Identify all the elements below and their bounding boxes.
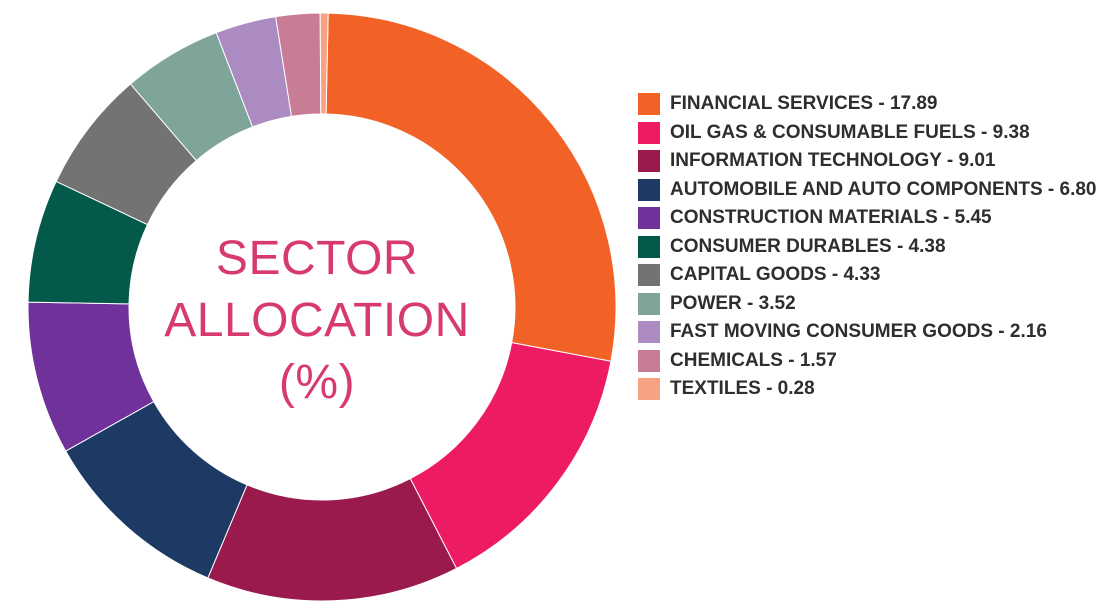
chart-title: SECTOR ALLOCATION (%) [132, 228, 502, 414]
chart-title-line-3: (%) [278, 356, 356, 409]
legend-label: OIL GAS & CONSUMABLE FUELS - 9.38 [670, 121, 1030, 143]
legend-swatch [638, 178, 660, 201]
donut-slices [27, 12, 617, 602]
donut-slice-1 [325, 12, 617, 362]
legend-swatch [638, 93, 660, 115]
legend-swatch [638, 235, 660, 258]
legend-label: INFORMATION TECHNOLOGY - 9.01 [670, 150, 996, 171]
legend-label: CHEMICALS - 1.57 [670, 349, 837, 371]
legend-swatch [638, 321, 660, 343]
legend-item: FINANCIAL SERVICES - 17.89 [638, 90, 1114, 119]
donut-chart [27, 12, 617, 602]
legend-item: TEXTILES - 0.28 [638, 375, 1114, 404]
legend-label: CONSTRUCTION MATERIALS - 5.45 [670, 207, 992, 228]
legend-swatch [638, 378, 660, 400]
legend-swatch [638, 292, 660, 315]
legend-label: AUTOMOBILE AND AUTO COMPONENTS - 6.80 [670, 178, 1097, 200]
legend-item: AUTOMOBILE AND AUTO COMPONENTS - 6.80 [638, 176, 1114, 205]
chart-title-line-2: ALLOCATION [164, 294, 470, 347]
legend-swatch [638, 150, 660, 172]
legend-label: CAPITAL GOODS - 4.33 [670, 264, 881, 285]
legend-item: CHEMICALS - 1.57 [638, 347, 1114, 376]
legend-label: CONSUMER DURABLES - 4.38 [670, 235, 946, 257]
chart-legend: FINANCIAL SERVICES - 17.89 OIL GAS & CONS… [638, 90, 1114, 404]
legend-label: TEXTILES - 0.28 [670, 378, 815, 399]
legend-item: CAPITAL GOODS - 4.33 [638, 261, 1114, 290]
legend-item: CONSUMER DURABLES - 4.38 [638, 233, 1114, 262]
legend-label: FINANCIAL SERVICES - 17.89 [670, 93, 938, 114]
legend-swatch [638, 264, 660, 286]
legend-item: CONSTRUCTION MATERIALS - 5.45 [638, 204, 1114, 233]
legend-swatch [638, 207, 660, 229]
legend-label: FAST MOVING CONSUMER GOODS - 2.16 [670, 321, 1047, 342]
legend-item: POWER - 3.52 [638, 290, 1114, 319]
legend-swatch [638, 121, 660, 144]
legend-item: FAST MOVING CONSUMER GOODS - 2.16 [638, 318, 1114, 347]
legend-swatch [638, 349, 660, 372]
legend-label: POWER - 3.52 [670, 292, 796, 314]
chart-title-line-1: SECTOR [215, 232, 419, 285]
legend-item: OIL GAS & CONSUMABLE FUELS - 9.38 [638, 119, 1114, 148]
donut-slice-3 [207, 477, 458, 602]
donut-slice-11 [319, 12, 329, 115]
legend-item: INFORMATION TECHNOLOGY - 9.01 [638, 147, 1114, 176]
